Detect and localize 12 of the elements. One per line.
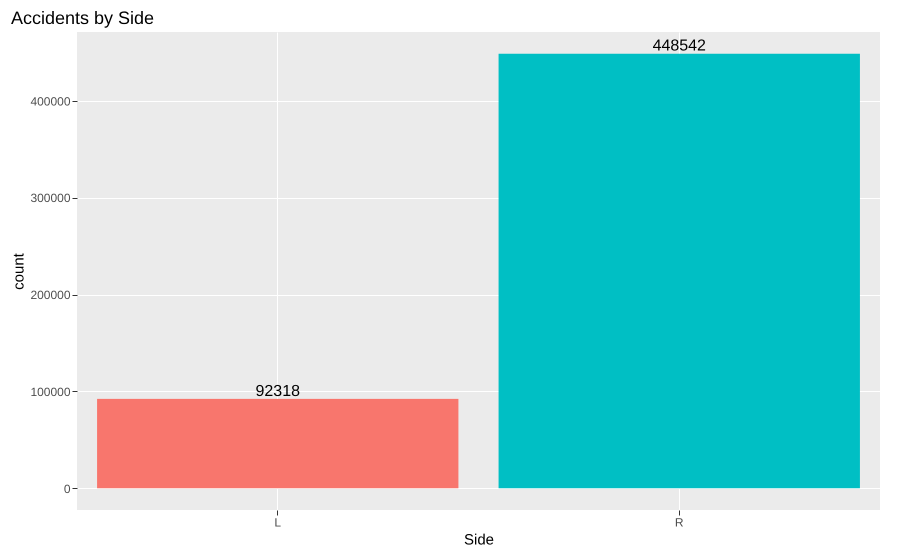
y-tick-label: 100000 bbox=[30, 384, 71, 399]
x-tick-label: L bbox=[274, 516, 282, 530]
y-tick-label: 0 bbox=[64, 482, 71, 496]
data-label: 448542 bbox=[652, 38, 706, 55]
y-tick-label: 200000 bbox=[30, 288, 71, 302]
data-label: 92318 bbox=[256, 382, 300, 400]
y-tick-label: 400000 bbox=[30, 94, 71, 108]
x-axis-title: Side bbox=[464, 532, 494, 548]
y-axis-title: count bbox=[10, 252, 28, 290]
chart-title: Accidents by Side bbox=[10, 8, 154, 28]
y-tick-label: 300000 bbox=[30, 191, 71, 206]
x-tick-label: R bbox=[674, 516, 684, 530]
